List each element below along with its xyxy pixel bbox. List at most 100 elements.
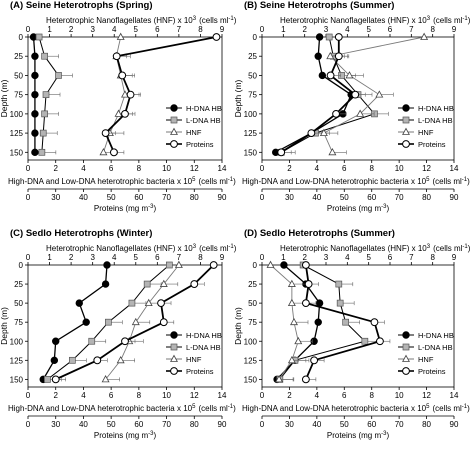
proteins-marker	[402, 367, 410, 375]
bottom-axis-label: High-DNA and Low-DNA heterotrophic bacte…	[242, 404, 470, 413]
hnf-marker	[375, 90, 384, 98]
top-tick-label: 8	[198, 25, 203, 34]
l-dna-marker	[88, 337, 96, 345]
label-part: )	[153, 431, 156, 440]
h-dna-marker	[31, 52, 39, 60]
label-superscript: -1	[228, 177, 234, 183]
proteins-marker	[301, 261, 310, 269]
label-superscript: 3	[427, 16, 431, 22]
legend-label: L-DNA HB	[186, 116, 221, 125]
h-dna-marker	[31, 90, 39, 99]
l-dna-marker	[361, 337, 369, 345]
l-dna-marker	[35, 33, 43, 41]
top-tick-label: 3	[324, 25, 329, 34]
hnf-marker	[131, 317, 140, 326]
proteins-marker	[376, 337, 384, 346]
hnf-marker	[402, 354, 410, 362]
proteins-tick-label: 60	[134, 193, 143, 202]
top-tick-label: 4	[112, 25, 117, 34]
hnf-marker	[294, 336, 303, 345]
h-dna-marker	[318, 71, 327, 80]
h-dna-marker	[170, 104, 178, 112]
proteins-marker	[277, 148, 286, 157]
bottom-tick-label: 8	[137, 391, 142, 400]
proteins-tick-label: 70	[162, 193, 171, 202]
proteins-marker	[326, 71, 335, 80]
legend-label: HNF	[418, 128, 434, 137]
h-dna-marker	[280, 261, 288, 269]
hnf-marker	[287, 298, 296, 307]
top-tick-label: 4	[345, 25, 350, 34]
label-part: Heterotrophic Nanoflagellates (HNF) x 10	[280, 244, 427, 253]
label-superscript: -1	[462, 244, 468, 250]
label-superscript: 3	[193, 244, 197, 250]
l-dna-marker	[55, 72, 62, 79]
top-tick-label: 2	[302, 25, 307, 34]
proteins-tick-label: 70	[162, 420, 171, 429]
label-superscript: -1	[462, 177, 468, 183]
proteins-axis-label: Proteins (mg m-3)	[94, 204, 157, 213]
plot-frame	[261, 36, 455, 161]
y-tick-label: 75	[14, 318, 23, 327]
proteins-marker	[159, 318, 168, 327]
l-dna-marker	[342, 318, 350, 326]
label-part: )	[234, 244, 237, 253]
hnf-marker	[116, 32, 125, 40]
panel-title: (A) Seine Heterotrophs (Spring)	[10, 0, 153, 11]
l-dna-marker	[402, 343, 410, 351]
legend-label: H-DNA HB	[418, 331, 454, 340]
bottom-tick-label: 4	[81, 164, 86, 173]
h-dna-marker	[103, 261, 111, 269]
hnf-marker	[116, 355, 125, 364]
label-superscript: -1	[462, 404, 468, 410]
proteins-tick-label: 30	[51, 193, 60, 202]
top-tick-label: 0	[26, 25, 31, 34]
l-dna-marker	[42, 91, 50, 99]
proteins-tick-label: 0	[260, 193, 265, 202]
proteins-axis-label: Proteins (mg m-3)	[327, 204, 390, 213]
hnf-marker	[170, 127, 178, 135]
proteins-tick-label: 30	[51, 420, 60, 429]
label-part: )	[468, 16, 471, 25]
label-superscript: 5	[192, 177, 196, 183]
bottom-tick-label: 2	[53, 391, 58, 400]
bottom-tick-label: 12	[190, 391, 199, 400]
hnf-marker	[144, 298, 153, 307]
h-dna-marker	[314, 318, 322, 326]
l-dna-marker	[105, 318, 112, 326]
label-part: Heterotrophic Nanoflagellates (HNF) x 10	[46, 244, 193, 253]
proteins-marker	[112, 52, 121, 61]
l-dna-marker	[402, 116, 410, 124]
legend-label: H-DNA HB	[418, 104, 454, 113]
proteins-marker	[170, 140, 178, 148]
legend-label: HNF	[186, 355, 202, 364]
label-part: )	[233, 404, 236, 413]
proteins-tick-label: 0	[260, 420, 265, 429]
top-tick-label: 5	[366, 25, 371, 34]
y-tick-label: 75	[248, 318, 257, 327]
panel-title: (D) Sedlo Heterotrophs (Summer)	[244, 228, 395, 239]
proteins-tick-label: 60	[367, 420, 376, 429]
proteins-tick-label: 90	[218, 420, 227, 429]
y-tick-label: 150	[10, 375, 24, 384]
bottom-tick-label: 6	[109, 164, 114, 173]
panel-title: (B) Seine Heterotrophs (Summer)	[244, 0, 394, 11]
proteins-tick-label: 80	[190, 193, 199, 202]
label-part: )	[386, 204, 389, 213]
h-dna-marker	[50, 356, 59, 365]
proteins-marker	[301, 299, 310, 308]
l-dna-marker	[41, 110, 48, 118]
l-dna-marker	[39, 129, 47, 137]
bottom-tick-label: 14	[450, 164, 459, 173]
y-tick-label: 125	[244, 356, 258, 365]
top-tick-label: 9	[220, 25, 225, 34]
y-tick-label: 125	[10, 356, 24, 365]
proteins-marker	[304, 280, 313, 288]
top-tick-label: 7	[409, 253, 414, 262]
label-superscript: 3	[193, 16, 197, 22]
proteins-tick-label: 40	[312, 420, 321, 429]
proteins-marker	[402, 140, 410, 148]
hnf-marker	[420, 32, 429, 40]
proteins-axis-label: Proteins (mg m-3)	[327, 431, 390, 440]
bottom-tick-label: 4	[81, 391, 86, 400]
